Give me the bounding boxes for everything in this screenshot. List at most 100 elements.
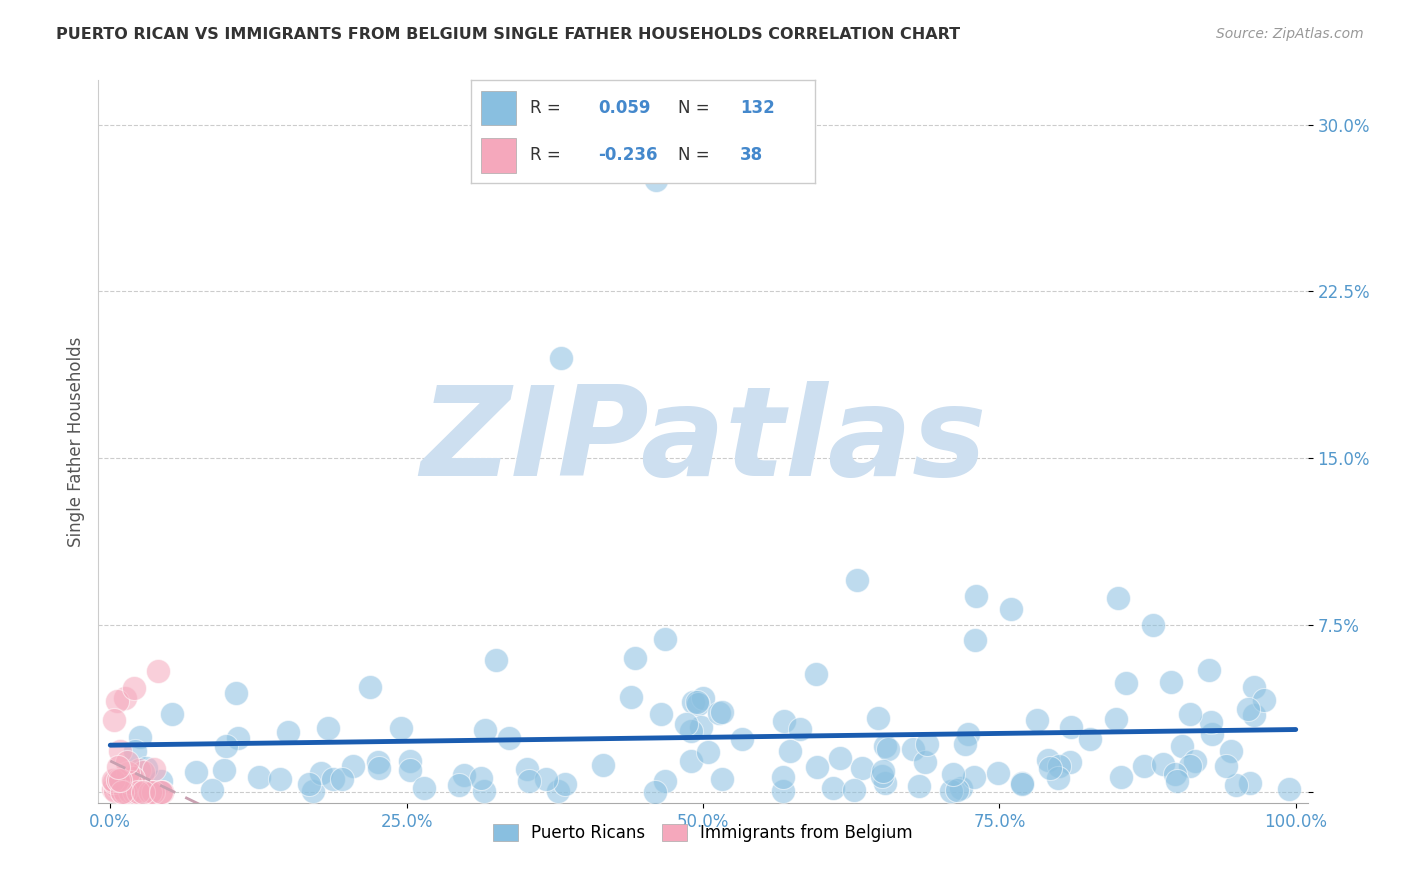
Point bbox=[150, 785, 173, 799]
Point bbox=[149, 773, 172, 788]
Point bbox=[107, 772, 129, 787]
Point bbox=[957, 727, 980, 741]
Point bbox=[398, 755, 420, 769]
Point bbox=[128, 730, 150, 744]
Point bbox=[131, 781, 153, 796]
Point bbox=[498, 731, 520, 745]
Point bbox=[1000, 602, 1022, 616]
Point bbox=[118, 775, 141, 789]
Text: N =: N = bbox=[678, 146, 714, 164]
Point bbox=[212, 763, 235, 777]
Point bbox=[103, 774, 125, 789]
Point bbox=[117, 766, 139, 780]
Point bbox=[806, 759, 828, 773]
Point bbox=[150, 785, 173, 799]
Point bbox=[806, 667, 828, 681]
Point bbox=[772, 784, 794, 798]
Point bbox=[122, 784, 145, 798]
Text: PUERTO RICAN VS IMMIGRANTS FROM BELGIUM SINGLE FATHER HOUSEHOLDS CORRELATION CHA: PUERTO RICAN VS IMMIGRANTS FROM BELGIUM … bbox=[56, 27, 960, 42]
Point bbox=[107, 772, 129, 787]
Point bbox=[322, 772, 344, 787]
Point bbox=[773, 714, 796, 729]
Point bbox=[470, 771, 492, 785]
Point bbox=[1253, 693, 1275, 707]
Point bbox=[908, 780, 931, 794]
Point bbox=[949, 781, 972, 796]
Point bbox=[367, 761, 389, 775]
Point bbox=[135, 761, 157, 775]
Point bbox=[516, 762, 538, 776]
Point bbox=[150, 785, 173, 799]
Point bbox=[1133, 758, 1156, 772]
Point bbox=[519, 774, 541, 789]
Point bbox=[184, 765, 207, 780]
Point bbox=[696, 745, 718, 759]
Point bbox=[917, 737, 939, 751]
Point bbox=[1047, 771, 1070, 785]
Point bbox=[132, 785, 155, 799]
Point bbox=[101, 773, 124, 788]
Point bbox=[846, 574, 869, 588]
Point bbox=[953, 737, 976, 751]
Point bbox=[142, 785, 165, 799]
Point bbox=[122, 771, 145, 785]
Point bbox=[302, 783, 325, 797]
Point bbox=[644, 785, 666, 799]
Point bbox=[398, 763, 420, 777]
Point bbox=[1039, 761, 1062, 775]
Point bbox=[710, 772, 733, 786]
Point bbox=[389, 722, 412, 736]
Point bbox=[842, 782, 865, 797]
Point bbox=[789, 722, 811, 736]
FancyBboxPatch shape bbox=[481, 91, 516, 126]
Point bbox=[127, 785, 149, 799]
Point bbox=[453, 768, 475, 782]
Point bbox=[298, 777, 321, 791]
Point bbox=[1078, 731, 1101, 746]
Point bbox=[101, 781, 124, 796]
Point bbox=[872, 764, 894, 778]
Point bbox=[474, 723, 496, 737]
Text: R =: R = bbox=[530, 99, 565, 117]
Point bbox=[1011, 776, 1033, 790]
Point bbox=[675, 717, 697, 731]
Point bbox=[107, 759, 129, 773]
Point bbox=[1243, 680, 1265, 694]
Point bbox=[965, 633, 987, 648]
Point bbox=[679, 723, 702, 738]
Point bbox=[139, 785, 162, 799]
Point bbox=[107, 780, 129, 795]
Point bbox=[104, 784, 127, 798]
Text: N =: N = bbox=[678, 99, 714, 117]
Point bbox=[269, 772, 291, 786]
Point bbox=[942, 766, 965, 780]
Point bbox=[114, 691, 136, 706]
Point bbox=[772, 770, 794, 784]
Point bbox=[143, 762, 166, 776]
Point bbox=[554, 777, 576, 791]
Point bbox=[1152, 756, 1174, 771]
Point bbox=[124, 744, 146, 758]
Point bbox=[1184, 754, 1206, 768]
Point bbox=[146, 664, 169, 678]
Point bbox=[962, 770, 984, 784]
Point bbox=[1026, 713, 1049, 727]
Point bbox=[1115, 675, 1137, 690]
Point bbox=[201, 783, 224, 797]
Point bbox=[828, 751, 851, 765]
Point bbox=[941, 784, 963, 798]
Point bbox=[1220, 744, 1243, 758]
Point bbox=[1180, 707, 1202, 722]
Point bbox=[620, 690, 643, 705]
Text: 132: 132 bbox=[740, 99, 775, 117]
Point bbox=[412, 780, 434, 795]
Point bbox=[550, 351, 572, 366]
Point bbox=[1225, 778, 1247, 792]
Point bbox=[686, 695, 709, 709]
Point bbox=[692, 690, 714, 705]
Point bbox=[1198, 663, 1220, 677]
Legend: Puerto Ricans, Immigrants from Belgium: Puerto Ricans, Immigrants from Belgium bbox=[486, 817, 920, 848]
Point bbox=[1059, 755, 1081, 769]
Point bbox=[1047, 758, 1070, 772]
Point bbox=[547, 784, 569, 798]
